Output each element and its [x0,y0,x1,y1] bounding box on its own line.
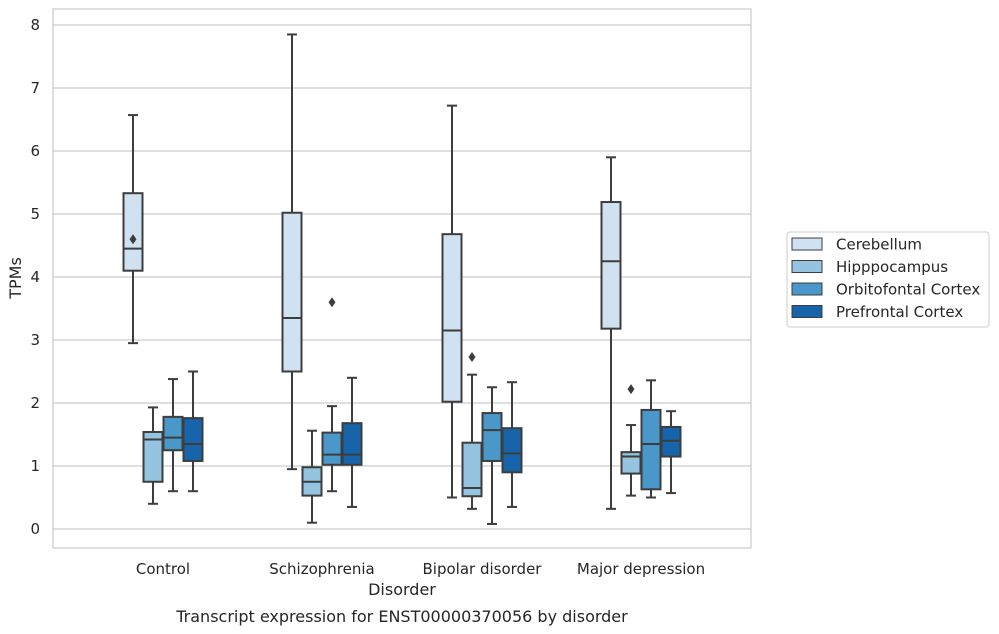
y-tick-label: 5 [30,205,40,223]
box [341,376,363,508]
x-tick-label: Major depression [577,560,705,578]
x-tick-label: Control [136,560,190,578]
box [321,297,343,493]
outlier-point [468,352,476,363]
box [481,386,503,525]
y-tick-label: 1 [30,457,40,475]
box-iqr [162,415,184,452]
box-iqr [441,233,463,403]
box-series [122,33,682,525]
box [441,104,463,499]
legend-swatch [791,260,823,273]
y-tick-label: 4 [30,268,40,286]
box [122,114,144,345]
box-iqr [122,192,144,272]
legend-label: Prefrontal Cortex [836,303,963,321]
y-tick-label: 7 [30,79,40,97]
box [461,352,483,510]
y-tick-label: 2 [30,394,40,412]
box-iqr [600,201,622,330]
outlier-point [328,297,336,308]
box-iqr [461,441,483,498]
x-tick-label: Bipolar disorder [423,560,543,578]
gridlines [53,24,751,530]
plot-frame [52,8,752,549]
x-axis-label: Disorder [368,580,436,599]
legend-label: Hipppocampus [836,258,948,276]
series-prefrontal-cortex [182,370,682,508]
box [162,378,184,493]
box-iqr [142,430,164,483]
series-cerebellum [122,33,622,510]
box [301,429,323,524]
x-tick-label: Schizophrenia [269,560,374,578]
box-iqr [281,211,303,373]
y-axis-label: TPMs [6,257,25,300]
box [620,384,642,497]
outlier-point [627,384,635,395]
box [182,370,204,493]
box [501,381,523,508]
y-axis-ticks: 0 1 2 3 4 5 6 7 8 [30,16,40,538]
legend-frame [786,231,990,328]
legend-label: Orbitofontal Cortex [836,281,980,299]
y-tick-label: 0 [30,520,40,538]
legend-swatch [791,305,823,318]
box [600,156,622,510]
box-iqr [620,451,642,475]
box [281,33,303,471]
series-hipppocampus [142,352,642,524]
box [640,379,662,499]
outlier-point [129,234,137,245]
box-iqr [640,408,662,491]
legend-swatch [791,282,823,296]
box-iqr [182,417,204,462]
box-iqr [321,431,343,466]
chart-caption: Transcript expression for ENST0000037005… [175,607,628,626]
legend-label: Cerebellum [836,236,922,254]
box-iqr [341,422,363,466]
box [142,406,164,505]
box-iqr [481,412,503,462]
y-tick-label: 3 [30,331,40,349]
legend-swatch [791,237,823,251]
y-tick-label: 6 [30,142,40,160]
x-axis-ticks: Control Schizophrenia Bipolar disorder Majo… [136,560,705,578]
y-tick-label: 8 [30,16,40,34]
box-iqr [501,427,523,474]
series-orbitofontal-cortex [162,297,662,525]
legend: Cerebellum Hipppocampus Orbitofontal Corte… [786,231,990,328]
box [660,410,682,495]
